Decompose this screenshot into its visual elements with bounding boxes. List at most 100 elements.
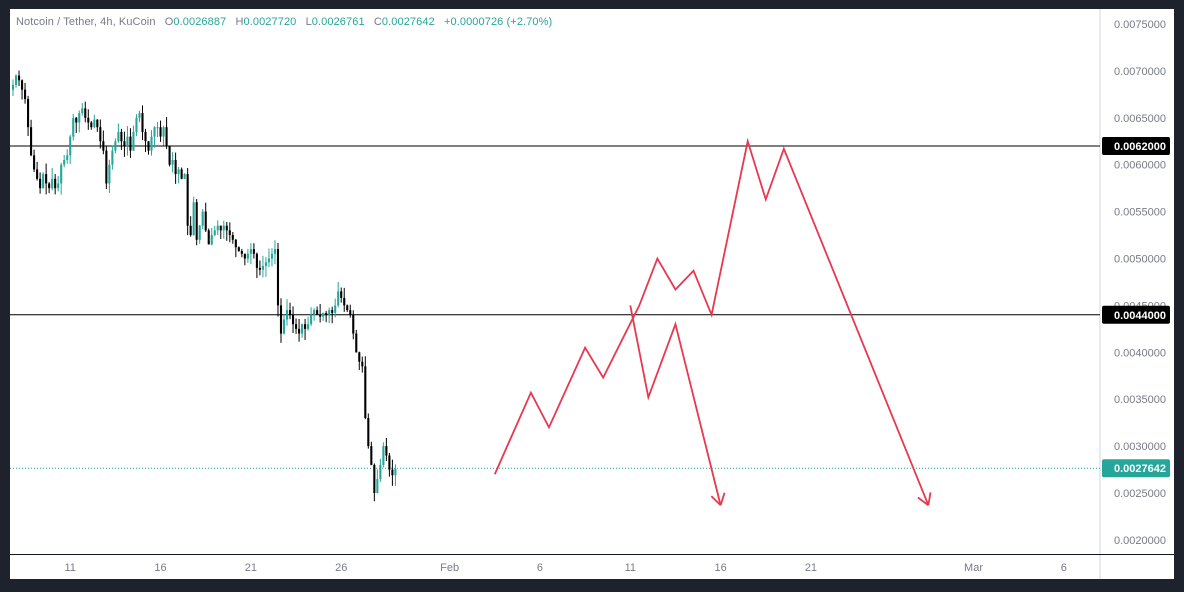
candle-body	[319, 314, 322, 317]
candle-body	[87, 117, 90, 123]
candle-body	[240, 251, 243, 254]
candle-body	[264, 262, 267, 267]
last-price-badge-bg	[1102, 459, 1170, 478]
candle-body	[210, 235, 213, 245]
candle-body	[288, 310, 292, 315]
candle-body	[270, 253, 274, 259]
candle-body	[301, 324, 304, 334]
candle-body	[162, 127, 165, 137]
candle-body	[310, 314, 313, 325]
candle-body	[385, 446, 388, 456]
candle-body	[174, 160, 177, 175]
candle-body	[24, 89, 27, 100]
level-price-badge-bg	[1102, 305, 1170, 324]
open-value: 0.0026887	[173, 16, 227, 28]
y-tick-label: 0.0020000	[1114, 535, 1166, 547]
candle-body	[189, 225, 192, 236]
candle-body	[352, 314, 355, 334]
candle-body	[33, 155, 36, 170]
candle-body	[126, 136, 129, 146]
y-tick-label: 0.0055000	[1114, 207, 1166, 219]
candle-body	[195, 202, 198, 240]
candle-body	[99, 127, 102, 142]
candle-body	[54, 178, 57, 189]
candle-body	[51, 178, 54, 189]
candle-body	[84, 108, 87, 118]
x-tick-label: 11	[65, 562, 76, 574]
high-value: 0.0027720	[243, 16, 297, 28]
candle-body	[237, 247, 240, 252]
projection-arrowhead	[710, 495, 722, 506]
x-tick-label: 6	[537, 562, 543, 574]
candle-body	[228, 230, 231, 236]
projection-path	[629, 305, 722, 506]
candle-body	[135, 117, 138, 132]
candle-body	[322, 312, 325, 317]
candle-body	[358, 352, 361, 362]
candle-body	[138, 113, 141, 118]
candle-body	[276, 249, 280, 306]
candle-body	[252, 249, 255, 254]
candle-body	[72, 117, 75, 137]
chart-panel[interactable]: 0.0075000 0.0070000 0.0065000 0.0060000 0.00…	[10, 9, 1174, 579]
candle-body	[391, 469, 394, 476]
x-tick-label: 16	[714, 562, 726, 574]
candle-body	[63, 160, 66, 165]
level-price-badge: 0.0044000	[1114, 310, 1166, 322]
candle-body	[66, 155, 69, 161]
candle-body	[246, 253, 249, 259]
candle-body	[267, 258, 271, 263]
candle-body	[379, 464, 382, 479]
candle-body	[102, 141, 105, 151]
candle-body	[204, 211, 207, 231]
candle-body	[114, 141, 117, 151]
x-tick-label: Feb	[440, 562, 459, 574]
candle-body	[180, 169, 183, 179]
price-chart[interactable]: 0.0075000 0.0070000 0.0065000 0.0060000 0.00…	[10, 9, 1174, 579]
candle-body	[48, 183, 51, 189]
candle-body	[36, 169, 39, 179]
candle-body	[294, 324, 298, 329]
candle-body	[234, 239, 237, 248]
projection-arrowhead	[917, 496, 929, 506]
candle-body	[216, 225, 219, 231]
candle-body	[337, 291, 340, 306]
candle-body	[376, 478, 379, 494]
candle-body	[222, 225, 225, 231]
last-price-badge: 0.0027642	[1114, 463, 1166, 475]
candle-body	[331, 310, 334, 313]
projection-path	[493, 137, 930, 506]
y-tick-label: 0.0035000	[1114, 394, 1166, 406]
candle-body	[355, 333, 358, 353]
candle-body	[343, 297, 346, 306]
open-label: O	[164, 16, 174, 28]
candle-body	[382, 446, 385, 465]
candle-body	[111, 150, 114, 165]
projection-arrowhead	[927, 492, 932, 506]
candle-body	[171, 160, 174, 165]
candle-body	[93, 119, 96, 128]
candle-body	[282, 319, 286, 334]
candle-body	[123, 141, 126, 146]
candle-body	[298, 328, 301, 334]
candle-body	[291, 314, 295, 325]
candle-body	[120, 131, 123, 142]
candle-body	[370, 446, 373, 465]
candle-body	[261, 266, 264, 270]
candle-body	[141, 113, 144, 132]
candle-body	[346, 305, 349, 311]
close-label: C	[373, 16, 382, 28]
x-tick-label: 21	[805, 562, 817, 574]
candle-body	[75, 117, 78, 123]
candle-body	[96, 119, 99, 128]
candle-body	[105, 150, 108, 184]
candle-body	[165, 127, 168, 146]
level-price-badge-bg	[1102, 136, 1170, 155]
candle-body	[60, 164, 63, 184]
candle-body	[213, 230, 216, 236]
candle-body	[279, 305, 283, 334]
y-tick-label: 0.0070000	[1114, 66, 1166, 78]
candle-body	[39, 178, 42, 189]
candle-body	[388, 455, 391, 470]
projection-arrowhead	[719, 492, 726, 506]
